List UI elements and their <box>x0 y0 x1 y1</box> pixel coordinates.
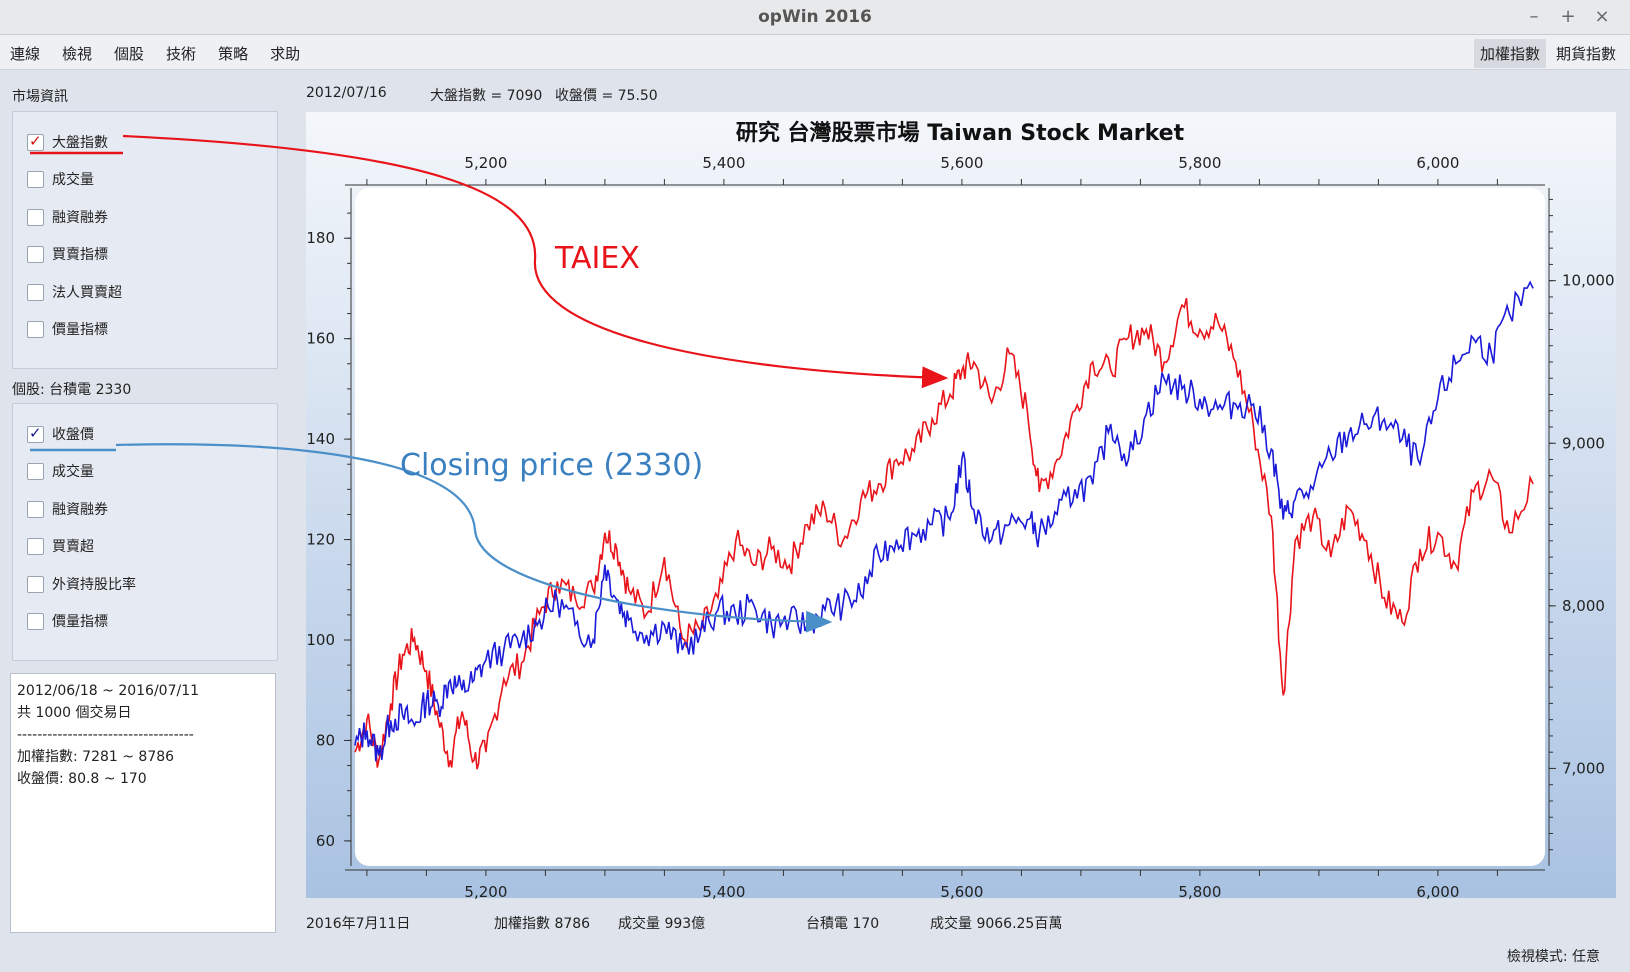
x-tick-label-top: 6,000 <box>1416 154 1459 172</box>
checkbox-label: 融資融券 <box>52 502 108 518</box>
checkbox[interactable] <box>27 612 44 630</box>
y-right-tick-label: 8,000 <box>1562 597 1605 615</box>
maximize-button[interactable]: + <box>1560 6 1576 27</box>
y-left-tick-label: 180 <box>306 229 335 247</box>
checkbox-label: 價量指標 <box>52 322 108 338</box>
x-tick-label-top: 5,600 <box>940 154 983 172</box>
last-volume: 成交量 993億 <box>618 916 706 932</box>
menu-bar: 連線 檢視 個股 技術 策略 求助 加權指數 期貨指數 <box>0 35 1630 70</box>
checkbox[interactable] <box>27 500 44 518</box>
market-item-volume[interactable]: 成交量 <box>27 169 94 189</box>
last-stock: 台積電 170 <box>806 916 880 932</box>
y-right-tick-label: 10,000 <box>1562 272 1615 290</box>
checkbox-label: 成交量 <box>52 464 94 480</box>
plot-area <box>355 188 1545 866</box>
checkbox[interactable] <box>27 575 44 593</box>
menu-strategy[interactable]: 策略 <box>218 45 249 63</box>
stock-item-close[interactable]: 收盤價 <box>27 424 94 444</box>
last-date: 2016年7月11日 <box>306 916 411 932</box>
checkbox[interactable] <box>27 208 44 226</box>
close-button[interactable]: × <box>1594 6 1610 27</box>
stock-item-price-volume[interactable]: 價量指標 <box>27 611 108 631</box>
menu-technical[interactable]: 技術 <box>166 45 197 63</box>
cursor-price: 收盤價 = 75.50 <box>555 88 658 104</box>
checkbox-label: 買賣指標 <box>52 247 108 263</box>
window-title: opWin 2016 <box>758 7 872 27</box>
closing-annotation: Closing price (2330) <box>400 448 703 483</box>
y-right-tick-label: 9,000 <box>1562 434 1605 452</box>
checkbox[interactable] <box>27 245 44 263</box>
stock-item-net-buy[interactable]: 買賣超 <box>27 536 94 556</box>
menu-connect[interactable]: 連線 <box>10 45 41 63</box>
checkbox-label: 收盤價 <box>52 427 94 443</box>
summary-divider: ----------------------------------- <box>17 727 194 743</box>
checkbox[interactable] <box>27 283 44 301</box>
summary-price-range: 收盤價: 80.8 ~ 170 <box>17 771 147 787</box>
stock-group: 收盤價 成交量 融資融券 買賣超 外資持股比率 價量指標 <box>12 403 278 661</box>
y-left-tick-label: 120 <box>306 531 335 549</box>
y-left-tick-label: 60 <box>316 832 335 850</box>
y-right-tick-label: 7,000 <box>1562 759 1605 777</box>
checkbox-label: 外資持股比率 <box>52 577 136 593</box>
stock-item-volume[interactable]: 成交量 <box>27 461 94 481</box>
cursor-index: 大盤指數 = 7090 <box>430 88 543 104</box>
y-left-tick-label: 160 <box>306 330 335 348</box>
minimize-button[interactable]: – <box>1529 6 1539 27</box>
checkbox-label: 融資融券 <box>52 210 108 226</box>
checkbox[interactable] <box>27 170 44 188</box>
checkbox[interactable] <box>27 424 44 443</box>
cursor-date: 2012/07/16 <box>306 85 387 101</box>
menu-help[interactable]: 求助 <box>270 45 301 63</box>
last-stock-volume: 成交量 9066.25百萬 <box>930 916 1063 932</box>
y-left-tick-label: 140 <box>306 430 335 448</box>
summary-range: 2012/06/18 ~ 2016/07/11 <box>17 683 200 699</box>
summary-index-range: 加權指數: 7281 ~ 8786 <box>17 749 175 765</box>
checkbox-label: 價量指標 <box>52 614 108 630</box>
menu-stock[interactable]: 個股 <box>114 45 145 63</box>
x-tick-label-bottom: 6,000 <box>1416 883 1459 901</box>
checkbox[interactable] <box>27 462 44 480</box>
summary-days: 共 1000 個交易日 <box>17 705 132 721</box>
x-tick-label-bottom: 5,200 <box>464 883 507 901</box>
y-left-tick-label: 100 <box>306 631 335 649</box>
x-tick-label-bottom: 5,800 <box>1178 883 1221 901</box>
checkbox[interactable] <box>27 320 44 338</box>
checkbox-label: 成交量 <box>52 172 94 188</box>
series-line-taiex <box>354 298 1534 770</box>
view-mode: 檢視模式: 任意 <box>1506 949 1600 965</box>
checkbox-label: 法人買賣超 <box>52 285 122 301</box>
market-info-label: 市場資訊 <box>12 89 68 105</box>
market-item-index[interactable]: 大盤指數 <box>27 132 108 152</box>
x-tick-label-top: 5,400 <box>702 154 745 172</box>
y-left-tick-label: 80 <box>316 731 335 749</box>
taiex-annotation: TAIEX <box>554 241 640 276</box>
x-tick-label-top: 5,800 <box>1178 154 1221 172</box>
x-tick-label-top: 5,200 <box>464 154 507 172</box>
stock-item-margin[interactable]: 融資融券 <box>27 499 108 519</box>
x-tick-label-bottom: 5,400 <box>702 883 745 901</box>
market-item-margin[interactable]: 融資融券 <box>27 207 108 227</box>
tab-futures-index[interactable]: 期貨指數 <box>1555 45 1616 63</box>
checkbox-label: 大盤指數 <box>52 135 108 151</box>
series-line-closing <box>354 280 1534 762</box>
summary-box: 2012/06/18 ~ 2016/07/11 共 1000 個交易日 ----… <box>10 673 276 933</box>
chart-background <box>306 112 1616 898</box>
menu-view[interactable]: 檢視 <box>62 45 93 63</box>
title-bar: opWin 2016 – + × <box>0 0 1630 35</box>
last-index: 加權指數 8786 <box>494 916 591 932</box>
market-group: 大盤指數 成交量 融資融券 買賣指標 法人買賣超 價量指標 <box>12 111 278 369</box>
tab-weighted-index[interactable]: 加權指數 <box>1473 39 1546 68</box>
stock-label: 個股: 台積電 2330 <box>12 382 132 398</box>
market-item-trade-indicator[interactable]: 買賣指標 <box>27 244 108 264</box>
checkbox[interactable] <box>27 132 44 151</box>
chart-title: 研究 台灣股票市場 Taiwan Stock Market <box>736 120 1185 146</box>
market-item-price-volume[interactable]: 價量指標 <box>27 319 108 339</box>
stock-item-foreign-ratio[interactable]: 外資持股比率 <box>27 574 136 594</box>
x-tick-label-bottom: 5,600 <box>940 883 983 901</box>
checkbox[interactable] <box>27 537 44 555</box>
checkbox-label: 買賣超 <box>52 539 94 555</box>
market-item-institutional[interactable]: 法人買賣超 <box>27 282 122 302</box>
